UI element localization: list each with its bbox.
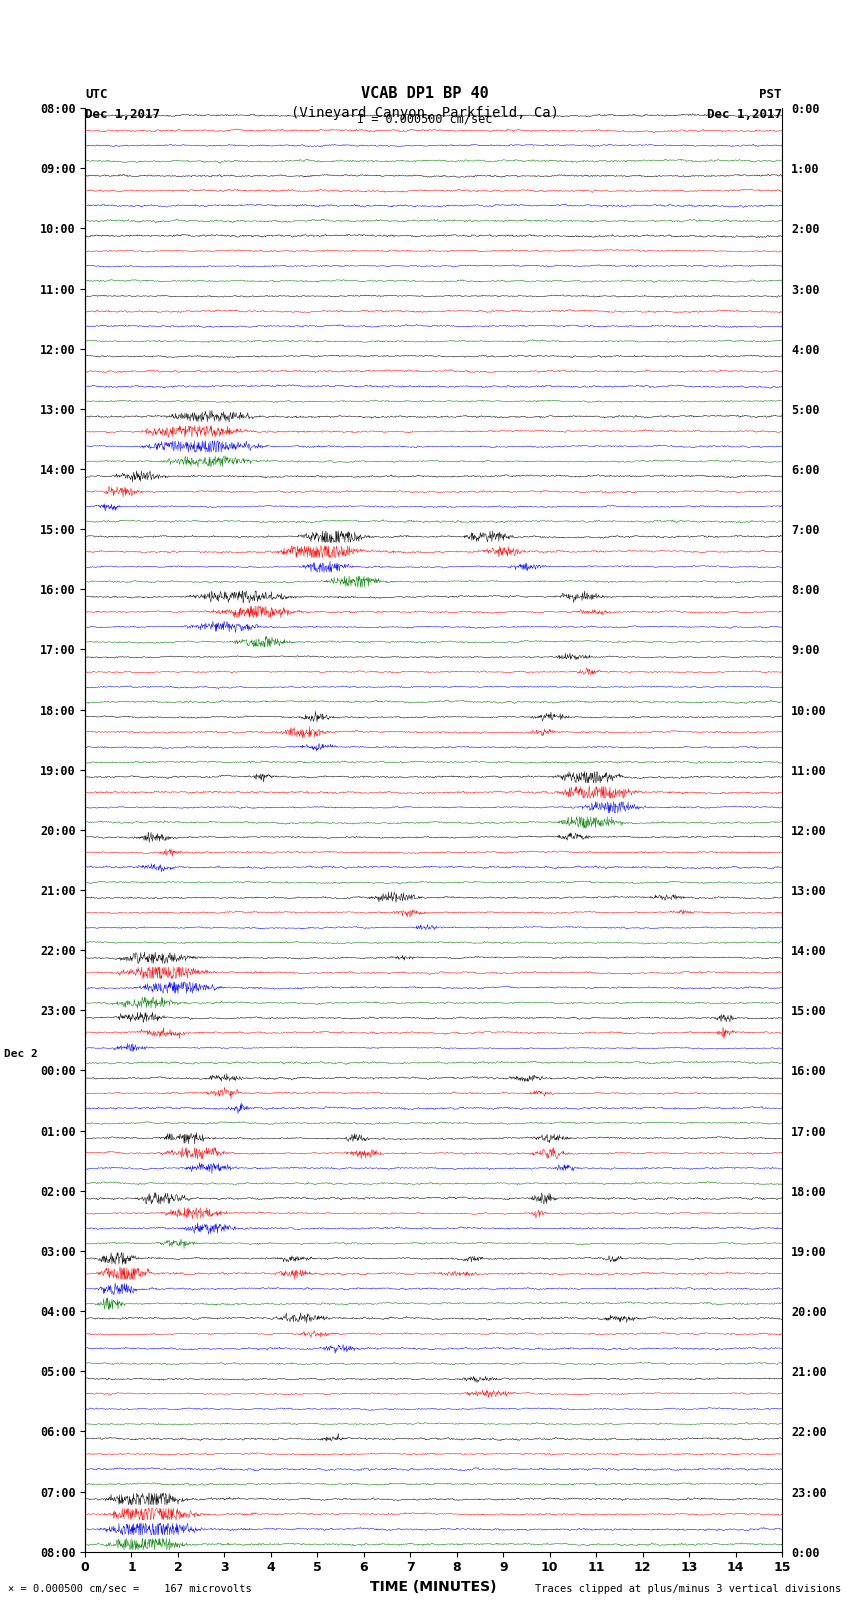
Text: I = 0.000500 cm/sec: I = 0.000500 cm/sec [357,113,493,126]
Text: Dec 1,2017: Dec 1,2017 [707,108,782,121]
Text: VCAB DP1 BP 40: VCAB DP1 BP 40 [361,85,489,100]
Text: PST: PST [760,87,782,100]
Text: Dec 2: Dec 2 [4,1050,38,1060]
Text: (Vineyard Canyon, Parkfield, Ca): (Vineyard Canyon, Parkfield, Ca) [291,106,559,121]
Text: Traces clipped at plus/minus 3 vertical divisions: Traces clipped at plus/minus 3 vertical … [536,1584,842,1594]
Text: × = 0.000500 cm/sec =    167 microvolts: × = 0.000500 cm/sec = 167 microvolts [8,1584,252,1594]
Text: UTC: UTC [85,87,107,100]
Text: Dec 1,2017: Dec 1,2017 [85,108,160,121]
X-axis label: TIME (MINUTES): TIME (MINUTES) [371,1581,496,1594]
